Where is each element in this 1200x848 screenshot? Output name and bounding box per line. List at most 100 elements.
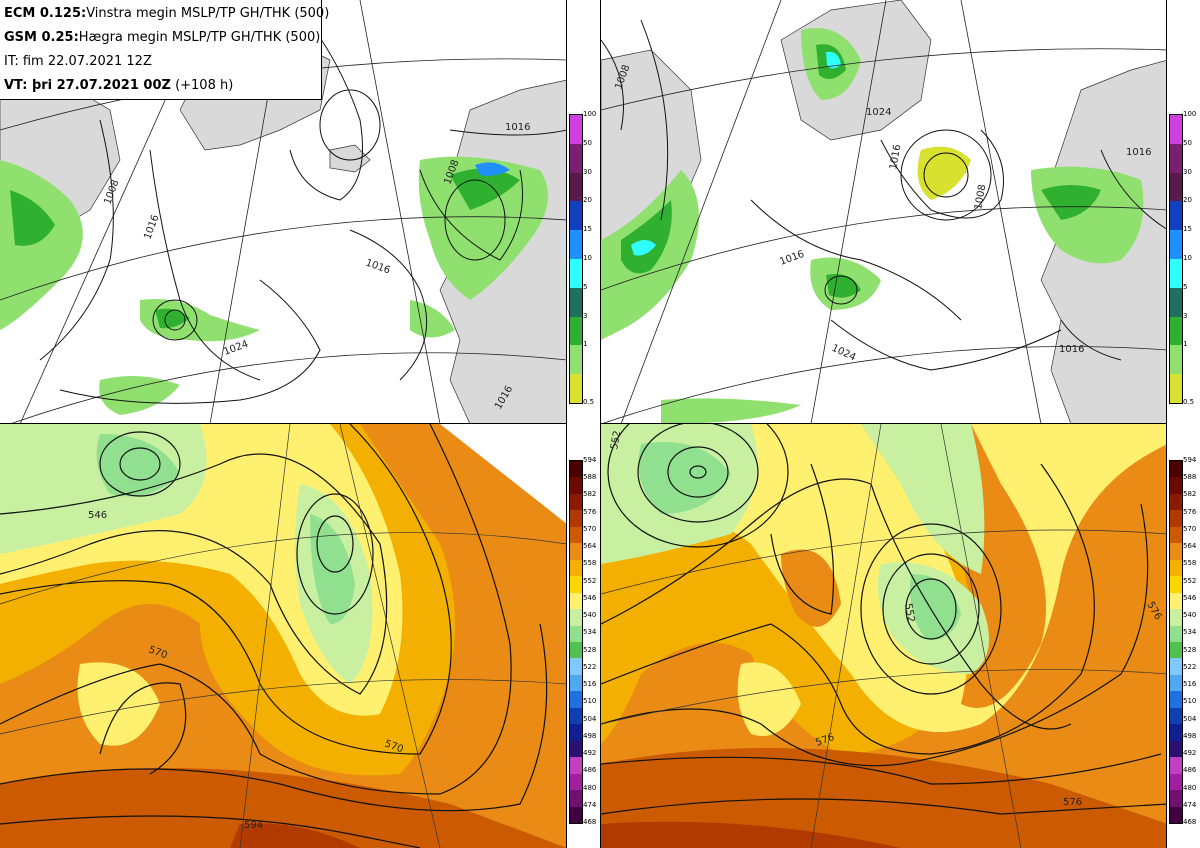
colorbar-tick-label: 20 (1183, 196, 1192, 205)
precip-area (418, 156, 548, 300)
height-band (910, 574, 961, 640)
colorbar-tick-label: 546 (583, 593, 597, 602)
graticule (601, 424, 1166, 848)
info-line-ecm: ECM 0.125:Vinstra megin MSLP/TP GH/THK (… (4, 6, 330, 21)
iceland-land (329, 144, 371, 173)
colorbar-tick-label: 516 (1183, 680, 1197, 689)
forecast-info-box: ECM 0.125:Vinstra megin MSLP/TP GH/THK (… (0, 0, 330, 100)
precip-area (1041, 185, 1101, 220)
colorbar-tick-label: 10 (1183, 254, 1192, 262)
colorbar-tick-label: 570 (583, 524, 597, 533)
isobars (39, 9, 566, 404)
isobar-label: 1016 (888, 144, 903, 171)
colorbar-segment (570, 757, 582, 774)
colorbar-tick-label: 468 (1183, 818, 1197, 826)
colorbar-tick-label: 528 (583, 645, 597, 654)
colorbar-tick-label: 480 (1183, 783, 1197, 792)
precip-area (475, 162, 510, 176)
colorbar-segment (1170, 316, 1182, 346)
colorbar-segment (570, 543, 582, 560)
colorbar-segment (570, 493, 582, 511)
colorbar-tick-label: 552 (1183, 576, 1197, 585)
colorbar-tick-label: 30 (583, 167, 592, 176)
gsm-500hpa-height-svg: 552 552 576 576 576 (601, 424, 1166, 848)
colorbar-segment (570, 316, 582, 346)
precip-area (826, 51, 841, 69)
height-band (601, 821, 901, 848)
colorbar-tick-label: 3 (583, 311, 588, 320)
colorbar-segment (1170, 559, 1182, 577)
isobar-label: 1024 (830, 343, 858, 364)
colorbar-tick-label: 50 (583, 138, 592, 147)
gsm-mslp-precip-map: 1008 1016 1008 1016 1016 1024 1016 1024 (600, 0, 1167, 424)
colorbar-tick-label: 576 (1183, 507, 1197, 516)
colorbar-segment (1170, 258, 1182, 288)
colorbar-segment (1170, 461, 1182, 478)
colorbar-segment (1170, 757, 1182, 774)
height-colorbar-left (569, 460, 583, 824)
colorbar-tick-label: 522 (1183, 662, 1197, 671)
colorbar-tick-label: 30 (1183, 167, 1192, 176)
colorbar-segment (570, 559, 582, 577)
colorbar-segment (570, 461, 582, 478)
colorbar-segment (570, 201, 582, 231)
colorbar-segment (1170, 592, 1182, 610)
colorbar-tick-label: 492 (1183, 749, 1197, 758)
height-band (737, 662, 801, 736)
colorbar-tick-label: 570 (1183, 524, 1197, 533)
colorbar-tick-label: 588 (583, 473, 597, 482)
isobar-label: 1016 (505, 122, 530, 133)
colorbar-tick-label: 15 (1183, 225, 1192, 234)
colorbar-segment (1170, 609, 1182, 626)
precip-area (155, 308, 190, 329)
height-band (0, 768, 566, 848)
colorbar-tick-label: 582 (1183, 490, 1197, 499)
colorbar-tick-label: 564 (583, 542, 597, 551)
colorbar-tick-label: 564 (1183, 542, 1197, 551)
colorbar-tick-label: 20 (583, 196, 592, 205)
colorbar-segment (1170, 707, 1182, 725)
isobar-label: 1008 (973, 184, 988, 211)
colorbar-tick-label: 540 (583, 611, 597, 620)
colorbar-segment (1170, 740, 1182, 758)
colorbar-tick-label: 3 (1183, 311, 1188, 320)
colorbar-tick-label: 480 (583, 783, 597, 792)
colorbar-tick-label: 0.5 (583, 398, 595, 406)
isobar-label: 1016 (1126, 147, 1151, 158)
colorbar-tick-label: 474 (583, 800, 597, 809)
colorbar-segment (1170, 658, 1182, 675)
colorbar-tick-label: 100 (583, 110, 597, 118)
gsm-500hpa-height-map: 552 552 576 576 576 (600, 424, 1167, 848)
height-band (781, 549, 841, 627)
colorbar-tick-label: 510 (583, 697, 597, 706)
colorbar-tick-label: 10 (583, 254, 592, 262)
colorbar-tick-label: 588 (1183, 473, 1197, 482)
isobar-label: 1024 (222, 339, 250, 358)
colorbar-segment (1170, 543, 1182, 560)
precip-area (10, 190, 55, 246)
height-label: 594 (244, 820, 263, 831)
colorbar-tick-label: 1 (1183, 340, 1188, 349)
precip-area (661, 398, 801, 423)
colorbar-tick-label: 546 (1183, 593, 1197, 602)
ecm-500hpa-height-svg: 546 570 570 594 (0, 424, 566, 848)
colorbar-tick-label: 100 (1183, 110, 1197, 118)
colorbar-segment (1170, 493, 1182, 511)
colorbar-tick-label: 15 (583, 225, 592, 234)
colorbar-tick-label: 576 (583, 507, 597, 516)
colorbar-segment (570, 115, 582, 144)
height-label: 576 (1063, 797, 1082, 808)
gsm-mslp-precip-svg: 1008 1016 1008 1016 1016 1024 1016 1024 (601, 0, 1166, 423)
colorbar-segment (1170, 790, 1182, 807)
colorbar-tick-label: 498 (1183, 731, 1197, 740)
colorbar-segment (1170, 641, 1182, 659)
colorbar-segment (1170, 230, 1182, 259)
colorbar-segment (570, 790, 582, 807)
colorbar-segment (570, 806, 582, 823)
height-colorbar-right (1169, 460, 1183, 824)
precip-area (450, 168, 520, 210)
isobar-label: 1016 (364, 257, 392, 276)
colorbar-tick-label: 474 (1183, 800, 1197, 809)
isobar-label: 1024 (866, 107, 891, 118)
colorbar-segment (1170, 143, 1182, 173)
